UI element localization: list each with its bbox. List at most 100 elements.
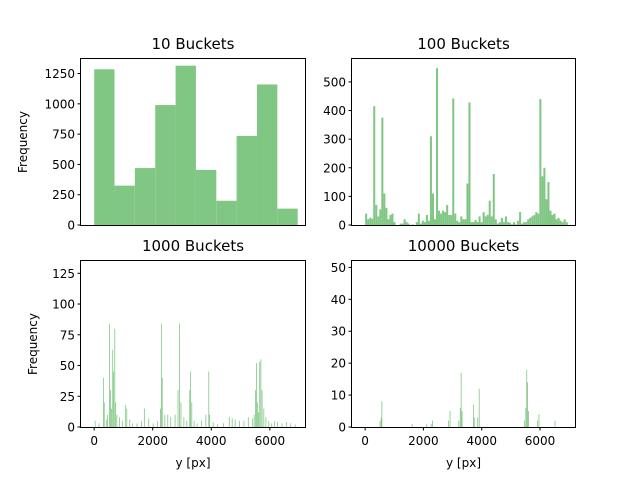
histogram-bar [529, 217, 532, 225]
histogram-bar [383, 193, 386, 225]
histogram-bar [385, 207, 388, 225]
ticks: 0 250 500 750 1000 1250 [44, 67, 81, 233]
histogram-bar [124, 404, 126, 427]
x-tick-label: 0 [361, 434, 369, 448]
histogram-bar [545, 199, 548, 225]
histogram-bar [114, 328, 116, 427]
histogram-bar [537, 420, 538, 427]
histogram-bar [541, 176, 544, 225]
y-axis-label: Frequency [26, 313, 40, 375]
bars [379, 369, 556, 427]
y-tick-label: 500 [52, 158, 75, 172]
histogram-bar [559, 220, 562, 225]
histogram-bar [174, 414, 176, 427]
histogram-bar [380, 417, 382, 427]
histogram-bar [462, 219, 465, 225]
histogram-bar [367, 219, 370, 225]
histogram-bar [112, 349, 114, 427]
ticks: 0 100 200 300 400 500 [323, 75, 352, 233]
histogram-bar [438, 210, 441, 225]
histogram-bar [555, 219, 558, 225]
histogram-bar [425, 214, 428, 225]
y-tick-label: 125 [52, 267, 75, 281]
x-tick-label: 6000 [255, 434, 286, 448]
y-tick-label: 30 [331, 325, 346, 339]
histogram-bar [539, 99, 542, 225]
histogram-bar [152, 423, 154, 427]
y-tick-label: 10 [331, 389, 346, 403]
subplot-title: 100 Buckets [417, 35, 510, 53]
histogram-bar [381, 401, 383, 427]
histogram-bar [488, 200, 491, 225]
histogram-bar [236, 135, 257, 225]
histogram-bar [450, 214, 453, 225]
histogram-bar [190, 371, 192, 427]
histogram-bar [547, 182, 550, 225]
histogram-bar [478, 388, 480, 427]
histogram-bar [208, 371, 210, 427]
histogram-bar [98, 423, 100, 427]
histogram-bar [193, 420, 195, 427]
histogram-bar [432, 420, 433, 427]
histogram-bar [476, 222, 479, 225]
histogram-bar [371, 218, 374, 225]
axes-frame [351, 58, 576, 226]
histogram-bar [268, 420, 270, 427]
histogram-bar [216, 200, 237, 225]
histogram-bar [114, 185, 135, 225]
histogram-bar [111, 408, 112, 427]
y-tick-label: 40 [331, 293, 346, 307]
histogram-bar [102, 377, 104, 427]
bars [365, 68, 568, 225]
histogram-bar [454, 213, 457, 225]
histogram-bar [379, 420, 381, 427]
histogram-bar [103, 402, 105, 427]
y-tick-label: 20 [331, 357, 346, 371]
y-tick-label: 500 [323, 75, 346, 89]
histogram-bar [167, 414, 169, 427]
histogram-bar [255, 390, 257, 427]
histogram-bar [527, 382, 528, 427]
y-tick-label: 0 [338, 219, 346, 233]
histogram-bar [494, 219, 497, 225]
histogram-bar [183, 417, 185, 427]
histogram-bar [490, 216, 493, 225]
histogram-bar [377, 216, 380, 225]
histogram-bar [419, 223, 422, 225]
histogram-bar [94, 420, 96, 427]
axes-frame [80, 58, 306, 226]
histogram-bar [554, 420, 556, 427]
histogram-bar [461, 411, 463, 427]
histogram-bar [508, 222, 511, 225]
histogram-bar [500, 217, 503, 225]
y-axis-label: Frequency [16, 111, 30, 173]
histogram-bar [523, 222, 526, 225]
histogram-bar [533, 214, 536, 225]
histogram-bar [247, 417, 249, 427]
histogram-bar [427, 220, 430, 225]
histogram-bar [523, 420, 525, 427]
histogram-bar [498, 222, 501, 225]
x-tick-label: 6000 [525, 434, 556, 448]
histogram-bar [460, 372, 462, 427]
histogram-bar [231, 418, 233, 427]
subplot-10-buckets: 10 Buckets 0 250 500 750 1000 1250 Frequency [16, 35, 306, 233]
histogram-bar [136, 423, 138, 427]
histogram-bar [549, 210, 552, 225]
histogram-bar [195, 169, 217, 225]
histogram-bar [381, 117, 384, 225]
histogram-bar [389, 214, 392, 225]
histogram-bar [160, 408, 161, 427]
histogram-bar [94, 69, 115, 225]
histogram-bar [525, 222, 528, 225]
histogram-bar [431, 193, 434, 225]
histogram-bar [109, 390, 111, 427]
histogram-bar [253, 414, 255, 427]
histogram-bar [391, 213, 394, 225]
histogram-bar [205, 414, 207, 427]
histogram-bar [519, 212, 522, 225]
histogram-bar [458, 222, 461, 225]
histogram-bar [401, 223, 404, 225]
histogram-bar [403, 219, 406, 225]
